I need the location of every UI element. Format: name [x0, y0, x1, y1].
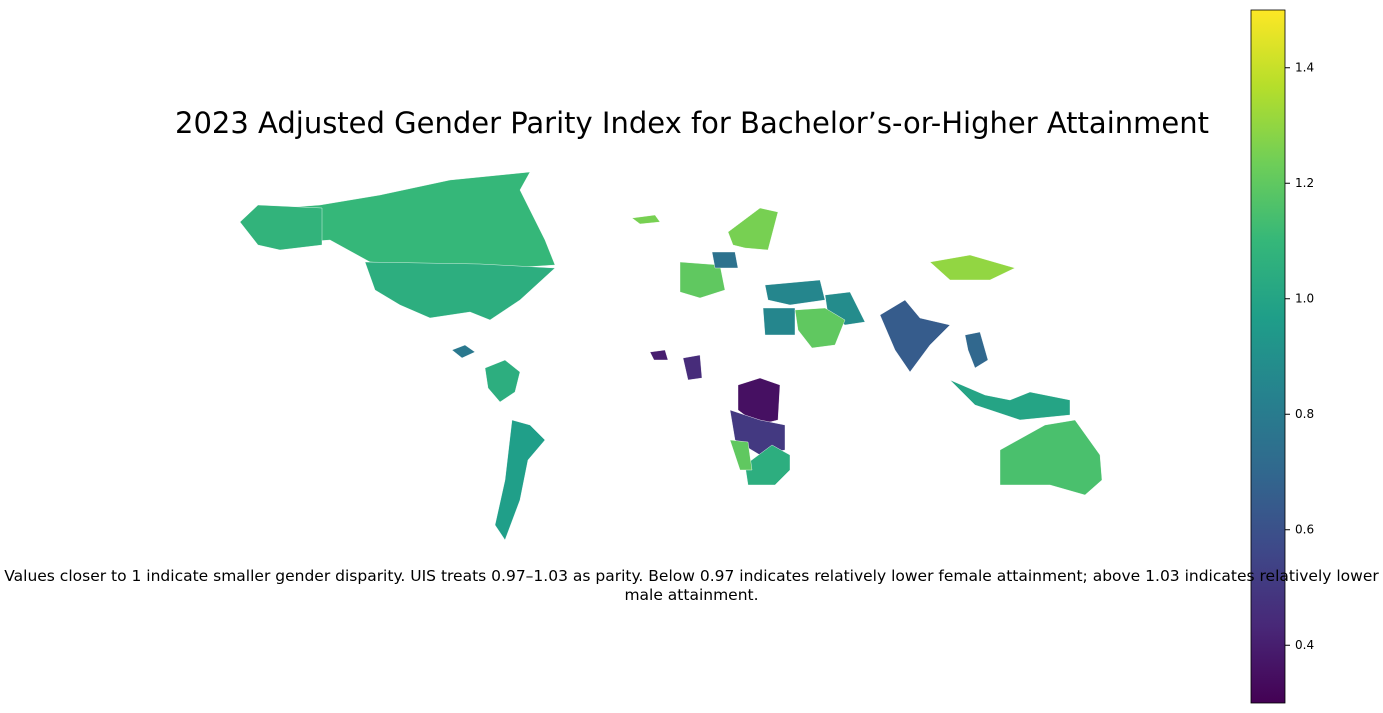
- region: [649, 349, 669, 361]
- region: [729, 439, 753, 471]
- caption: Values closer to 1 indicate smaller gend…: [4, 567, 1379, 604]
- region: [879, 299, 951, 373]
- region: [999, 419, 1103, 496]
- region: [484, 359, 521, 403]
- region: [239, 204, 323, 251]
- region: [494, 419, 546, 541]
- region: [679, 261, 726, 299]
- colorbar-tick-label: 1.0: [1295, 291, 1314, 305]
- region: [631, 214, 661, 225]
- region: [682, 354, 703, 381]
- region: [364, 261, 556, 321]
- region: [949, 379, 1071, 421]
- region: [737, 377, 781, 426]
- map-title: 2023 Adjusted Gender Parity Index for Ba…: [175, 106, 1209, 140]
- colorbar-tick-label: 1.2: [1295, 176, 1314, 190]
- region: [451, 344, 476, 359]
- region: [762, 307, 796, 336]
- colorbar-tick-label: 0.6: [1295, 522, 1314, 536]
- colorbar: [1250, 9, 1286, 704]
- region: [254, 171, 556, 271]
- region: [929, 254, 1016, 281]
- region: [964, 331, 989, 369]
- region: [744, 444, 791, 486]
- region: [711, 251, 739, 269]
- colorbar-tick-label: 0.8: [1295, 407, 1314, 421]
- colorbar-tick-label: 1.4: [1295, 60, 1314, 74]
- colorbar-tick-label: 0.4: [1295, 638, 1314, 652]
- region: [764, 279, 826, 306]
- region: [794, 307, 846, 349]
- region: [727, 207, 779, 251]
